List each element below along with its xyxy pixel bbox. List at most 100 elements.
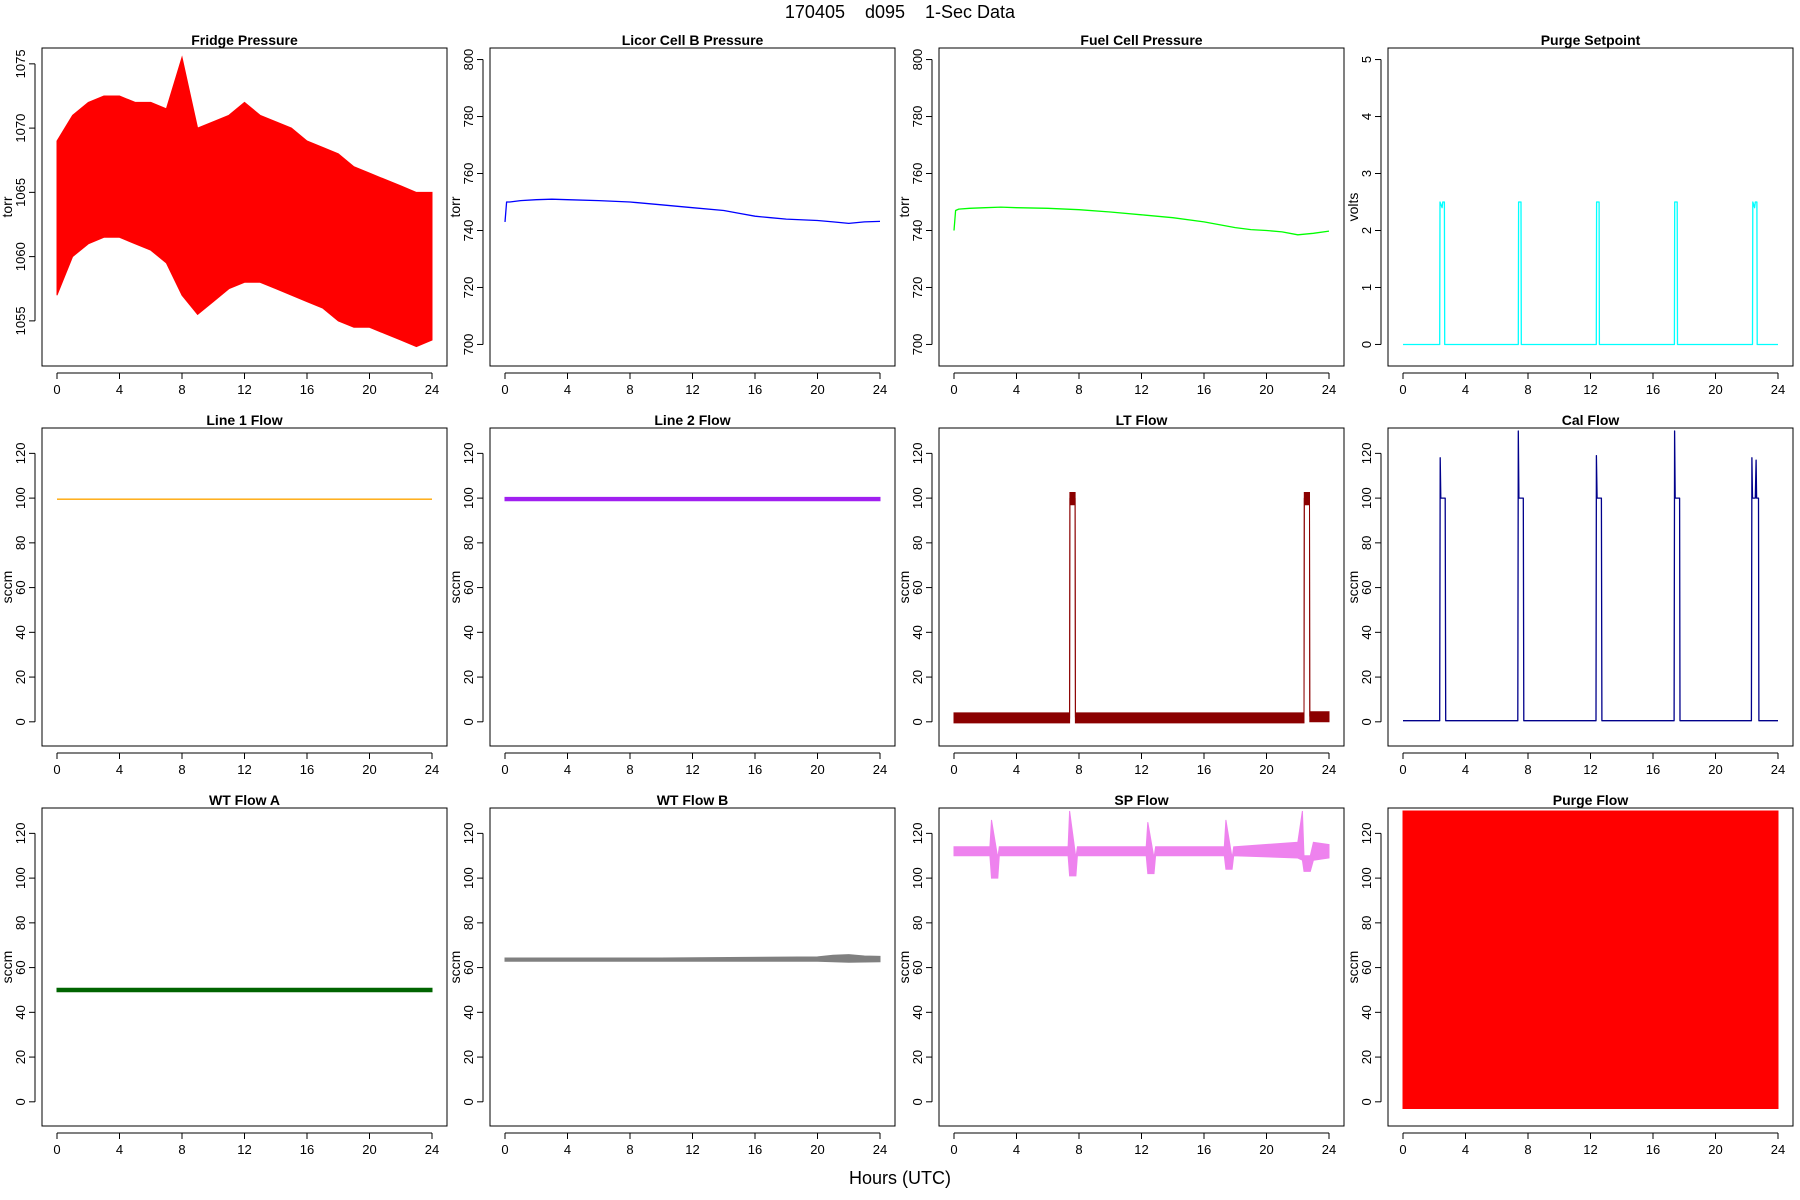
- y-tick-label: 120: [1359, 443, 1374, 465]
- x-tick-label: 8: [626, 762, 633, 777]
- x-tick-label: 8: [178, 762, 185, 777]
- x-tick-label: 12: [1134, 762, 1148, 777]
- x-tick-label: 4: [564, 1142, 571, 1157]
- x-tick-label: 20: [1708, 382, 1722, 397]
- chart-panel: Line 2 Flow sccm 0 4 8 12 16 20 24 0 20 40 60 80 100 12…: [447, 412, 896, 777]
- y-tick-label: 40: [1359, 1005, 1374, 1019]
- y-tick-label: 0: [1359, 718, 1374, 725]
- x-tick-label: 16: [1197, 762, 1211, 777]
- y-tick-label: 100: [1359, 867, 1374, 889]
- x-tick-label: 12: [1583, 762, 1597, 777]
- y-tick-label: 700: [461, 334, 476, 356]
- y-tick-label: 60: [13, 960, 28, 974]
- y-tick-label: 760: [910, 163, 925, 185]
- x-tick-label: 8: [1524, 762, 1531, 777]
- y-axis-label: sccm: [447, 571, 463, 604]
- y-axis: 0 20 40 60 80 100 120: [461, 823, 484, 1105]
- series-group: [56, 987, 433, 993]
- y-axis-label: sccm: [447, 951, 463, 984]
- panel-title: Purge Setpoint: [1541, 32, 1641, 48]
- y-tick-label: 740: [461, 220, 476, 242]
- x-axis: 0 4 8 12 16 20 24: [950, 372, 1336, 397]
- x-tick-label: 20: [810, 762, 824, 777]
- x-tick-label: 12: [685, 762, 699, 777]
- y-tick-label: 720: [910, 277, 925, 299]
- x-axis: 0 4 8 12 16 20 24: [1399, 752, 1785, 777]
- y-tick-label: 1: [1359, 284, 1374, 291]
- y-axis: 0 20 40 60 80 100 120: [1359, 823, 1382, 1105]
- x-tick-label: 24: [1771, 382, 1785, 397]
- figure-title: 170405 d095 1-Sec Data: [784, 2, 1016, 22]
- x-tick-label: 24: [1771, 1142, 1785, 1157]
- y-tick-label: 1065: [13, 178, 28, 207]
- chart-panel: WT Flow A sccm 0 4 8 12 16 20 24 0 20 40 60 80 100 120: [0, 792, 448, 1157]
- series-group: [953, 810, 1330, 879]
- panel-frame: [489, 47, 896, 367]
- y-axis: 0 20 40 60 80 100 120: [910, 823, 933, 1105]
- chart-panel: Cal Flow sccm 0 4 8 12 16 20 24 0 20 40 60 80 100 120: [1345, 412, 1794, 777]
- y-tick-label: 0: [13, 718, 28, 725]
- panel-title: WT Flow B: [657, 792, 729, 808]
- y-tick-label: 120: [13, 823, 28, 845]
- x-tick-label: 4: [1013, 762, 1020, 777]
- x-axis-label: Hours (UTC): [849, 1168, 951, 1188]
- panel-title: Cal Flow: [1562, 412, 1620, 428]
- x-tick-label: 16: [748, 382, 762, 397]
- x-tick-label: 0: [1399, 382, 1406, 397]
- y-axis: 700 720 740 760 780 800: [461, 49, 484, 356]
- panel-frame: [938, 807, 1345, 1127]
- y-axis: 0 1 2 3 4 5: [1359, 56, 1382, 348]
- x-tick-label: 8: [1524, 382, 1531, 397]
- panel-frame: [41, 807, 448, 1127]
- x-tick-label: 16: [1646, 762, 1660, 777]
- series-group: [953, 206, 1330, 236]
- x-tick-label: 0: [53, 1142, 60, 1157]
- panel-title: Fridge Pressure: [191, 32, 298, 48]
- y-axis-label: sccm: [1345, 951, 1361, 984]
- x-tick-label: 20: [1259, 382, 1273, 397]
- y-tick-label: 100: [910, 867, 925, 889]
- x-tick-label: 0: [53, 762, 60, 777]
- y-tick-label: 80: [1359, 536, 1374, 550]
- series-group: [1403, 430, 1778, 722]
- x-tick-label: 20: [810, 382, 824, 397]
- y-axis: 700 720 740 760 780 800: [910, 49, 933, 355]
- x-tick-label: 4: [1462, 1142, 1469, 1157]
- x-axis: 0 4 8 12 16 20 24: [501, 1132, 887, 1157]
- x-tick-label: 16: [1646, 382, 1660, 397]
- y-tick-label: 100: [910, 487, 925, 509]
- x-tick-label: 24: [873, 762, 887, 777]
- x-tick-label: 4: [564, 762, 571, 777]
- y-tick-label: 60: [910, 960, 925, 974]
- panel-frame: [938, 427, 1345, 747]
- x-tick-label: 8: [1524, 1142, 1531, 1157]
- y-tick-label: 800: [910, 49, 925, 71]
- y-tick-label: 20: [910, 1050, 925, 1064]
- y-tick-label: 60: [461, 960, 476, 974]
- panel-title: LT Flow: [1116, 412, 1168, 428]
- series-line: [953, 206, 1330, 236]
- panel-frame: [41, 427, 448, 747]
- y-tick-label: 20: [1359, 670, 1374, 684]
- x-tick-label: 20: [1708, 762, 1722, 777]
- x-tick-label: 0: [1399, 762, 1406, 777]
- panel-title: Purge Flow: [1553, 792, 1629, 808]
- y-tick-label: 760: [461, 163, 476, 185]
- series-group: [953, 492, 1330, 724]
- y-tick-label: 20: [910, 670, 925, 684]
- panel-title: WT Flow A: [209, 792, 280, 808]
- y-tick-label: 80: [910, 536, 925, 550]
- y-tick-label: 20: [13, 1050, 28, 1064]
- y-tick-label: 120: [910, 443, 925, 465]
- x-tick-label: 20: [362, 762, 376, 777]
- x-axis: 0 4 8 12 16 20 24: [53, 372, 439, 397]
- y-axis: 0 20 40 60 80 100 120: [910, 443, 933, 725]
- x-tick-label: 8: [626, 1142, 633, 1157]
- panel-frame: [938, 47, 1345, 367]
- x-tick-label: 8: [1075, 762, 1082, 777]
- x-axis: 0 4 8 12 16 20 24: [950, 752, 1336, 777]
- x-tick-label: 0: [950, 382, 957, 397]
